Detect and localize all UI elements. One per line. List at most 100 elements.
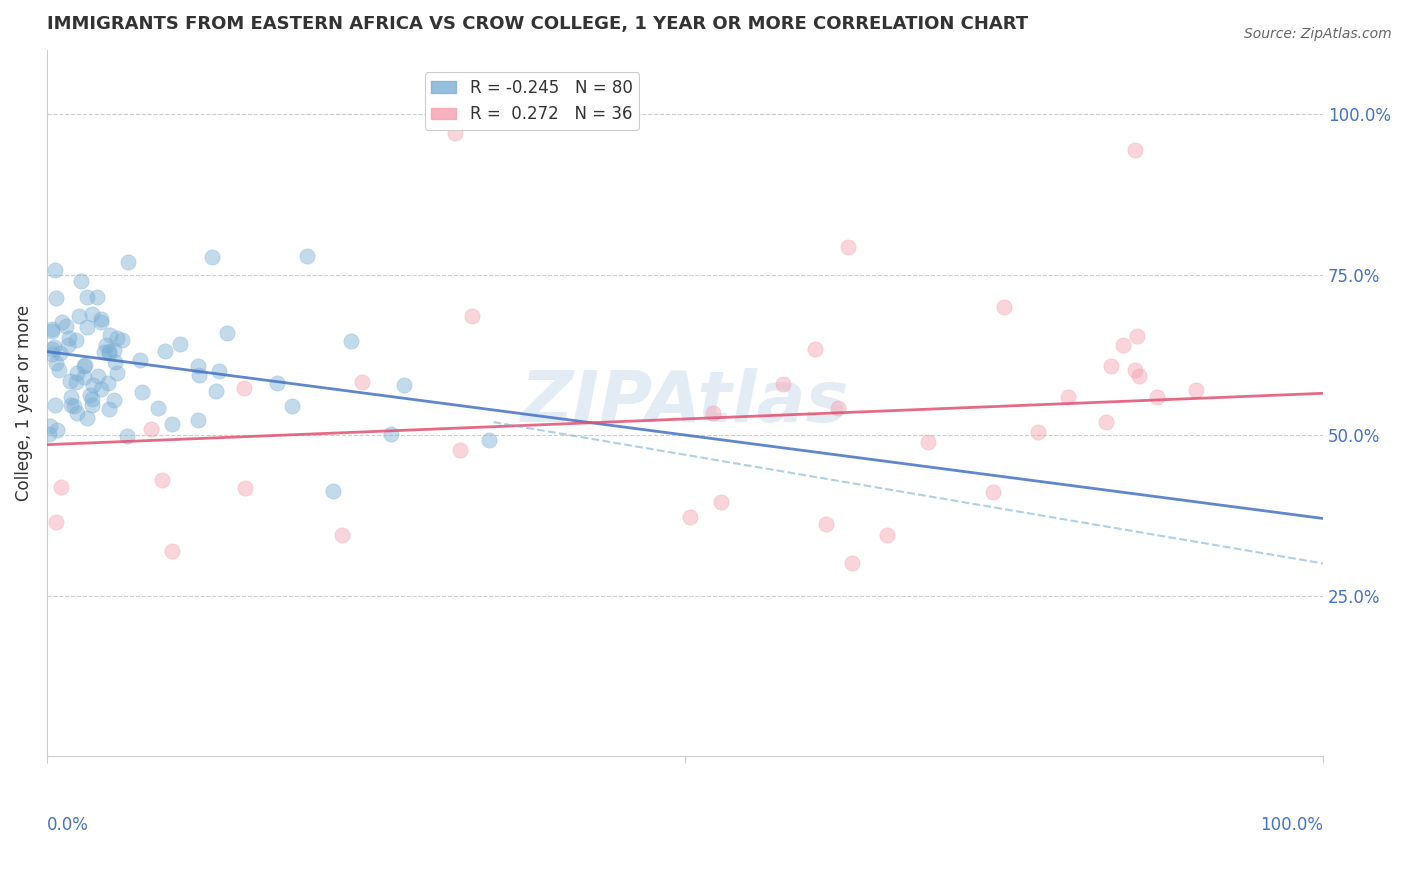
Point <box>837 240 859 254</box>
Point <box>98 343 121 358</box>
Point <box>79 387 101 401</box>
Point <box>66 367 89 381</box>
Point <box>461 309 484 323</box>
Point <box>51 315 73 329</box>
Point <box>105 331 128 345</box>
Point <box>39 419 62 434</box>
Point <box>1146 390 1168 404</box>
Point <box>93 345 115 359</box>
Point <box>1112 338 1135 352</box>
Point <box>841 556 863 570</box>
Point <box>169 337 191 351</box>
Legend: R = -0.245   N = 80, R =  0.272   N = 36: R = -0.245 N = 80, R = 0.272 N = 36 <box>425 72 640 130</box>
Point <box>94 338 117 352</box>
Point <box>111 333 134 347</box>
Point <box>41 324 63 338</box>
Text: IMMIGRANTS FROM EASTERN AFRICA VS CROW COLLEGE, 1 YEAR OR MORE CORRELATION CHART: IMMIGRANTS FROM EASTERN AFRICA VS CROW C… <box>46 15 1028 33</box>
Point <box>1026 425 1049 439</box>
Point <box>60 398 83 412</box>
Point <box>295 249 318 263</box>
Point <box>90 311 112 326</box>
Point <box>1057 390 1080 404</box>
Point <box>702 406 724 420</box>
Point <box>48 363 70 377</box>
Point <box>266 376 288 391</box>
Point <box>233 381 256 395</box>
Point <box>55 319 77 334</box>
Point <box>58 331 80 345</box>
Point <box>44 263 66 277</box>
Point <box>201 250 224 264</box>
Point <box>103 343 125 357</box>
Point <box>97 346 120 360</box>
Point <box>49 480 72 494</box>
Point <box>772 376 794 391</box>
Point <box>281 399 304 413</box>
Point <box>380 427 402 442</box>
Point <box>827 401 849 415</box>
Point <box>59 390 82 404</box>
Point <box>82 378 104 392</box>
Y-axis label: College, 1 year or more: College, 1 year or more <box>15 305 32 501</box>
Point <box>350 376 373 390</box>
Text: 100.0%: 100.0% <box>1260 816 1323 834</box>
Point <box>45 515 67 529</box>
Point <box>444 126 467 140</box>
Point <box>76 290 98 304</box>
Point <box>1184 383 1206 397</box>
Point <box>86 290 108 304</box>
Point <box>73 358 96 372</box>
Point <box>208 363 231 377</box>
Point <box>63 399 86 413</box>
Point <box>49 345 72 359</box>
Point <box>73 369 96 384</box>
Point <box>150 473 173 487</box>
Point <box>131 384 153 399</box>
Point <box>186 413 208 427</box>
Point <box>41 342 63 356</box>
Point <box>41 321 63 335</box>
Point <box>104 355 127 369</box>
Point <box>76 411 98 425</box>
Point <box>86 369 108 384</box>
Text: Source: ZipAtlas.com: Source: ZipAtlas.com <box>1244 27 1392 41</box>
Point <box>105 366 128 380</box>
Point <box>449 443 471 458</box>
Point <box>90 383 112 397</box>
Point <box>98 328 121 343</box>
Point <box>90 315 112 329</box>
Point <box>188 368 211 383</box>
Point <box>141 422 163 436</box>
Point <box>66 406 89 420</box>
Point <box>339 334 361 348</box>
Point <box>44 398 66 412</box>
Point <box>45 291 67 305</box>
Point <box>153 344 176 359</box>
Point <box>80 398 103 412</box>
Point <box>69 274 91 288</box>
Point <box>160 417 183 431</box>
Point <box>115 429 138 443</box>
Point <box>73 359 96 373</box>
Point <box>478 434 501 448</box>
Point <box>129 353 152 368</box>
Point <box>993 300 1015 314</box>
Point <box>41 346 63 360</box>
Point <box>322 484 344 499</box>
Point <box>117 255 139 269</box>
Point <box>160 543 183 558</box>
Point <box>1099 359 1122 373</box>
Point <box>1125 328 1147 343</box>
Point <box>98 402 121 417</box>
Point <box>82 307 104 321</box>
Point <box>103 393 125 408</box>
Point <box>187 359 209 373</box>
Point <box>56 337 79 351</box>
Point <box>392 378 415 392</box>
Point <box>46 423 69 437</box>
Point <box>45 355 67 369</box>
Point <box>146 401 169 416</box>
Point <box>82 392 104 406</box>
Text: ZIPAtlas: ZIPAtlas <box>520 368 849 437</box>
Point <box>67 309 90 323</box>
